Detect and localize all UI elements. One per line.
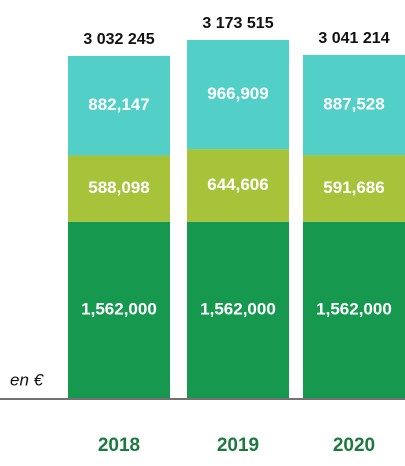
value-label: 644,606 (207, 175, 268, 194)
value-label: 1,562,000 (200, 299, 276, 318)
value-label: 1,562,000 (81, 299, 157, 318)
bar-segment (68, 155, 170, 222)
bar-segment (303, 155, 405, 222)
x-tick-label: 2020 (333, 435, 375, 456)
value-label: 1,562,000 (316, 299, 392, 318)
bar-segment (303, 221, 405, 398)
bar-segment (187, 221, 289, 398)
value-label: 882,147 (88, 95, 149, 114)
bar-segment (187, 40, 289, 150)
value-label: 966,909 (207, 84, 268, 103)
bar-segment (187, 149, 289, 222)
value-label: 591,686 (323, 178, 384, 197)
total-label: 3 032 245 (83, 31, 154, 48)
total-label: 3 041 214 (318, 30, 389, 47)
bar-segment (68, 221, 170, 398)
x-tick-label: 2019 (217, 435, 259, 456)
bar-segment (68, 55, 170, 156)
total-label: 3 173 515 (202, 15, 273, 32)
x-tick-label: 2018 (98, 435, 140, 456)
value-label: 588,098 (88, 178, 149, 197)
bar-segment (303, 54, 405, 156)
value-label: 887,528 (323, 94, 384, 113)
unit-label: en € (10, 370, 45, 389)
